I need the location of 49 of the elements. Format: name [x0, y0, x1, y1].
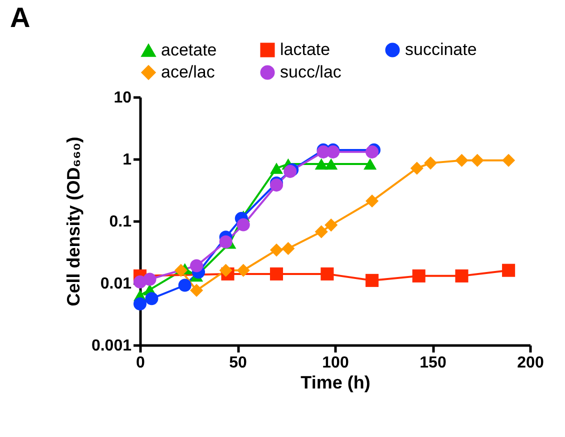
- x-axis-title: Time (h): [300, 372, 370, 392]
- point: [410, 162, 424, 175]
- point: [282, 242, 295, 256]
- point: [455, 269, 468, 282]
- legend-label: succinate: [405, 40, 477, 59]
- point: [324, 218, 338, 232]
- point: [412, 269, 426, 282]
- point: [314, 225, 328, 238]
- point: [270, 162, 284, 174]
- y-tick-label: 0.01: [100, 276, 132, 292]
- point: [366, 274, 379, 287]
- point: [424, 156, 438, 170]
- point: [455, 154, 468, 167]
- point: [133, 297, 147, 310]
- point: [178, 278, 192, 292]
- point: [143, 272, 156, 286]
- point: [314, 158, 328, 170]
- point: [364, 158, 377, 170]
- y-axis-title: Cell density (OD₆₆₀): [63, 136, 84, 306]
- legend-label: lactate: [280, 40, 330, 59]
- point: [219, 235, 232, 248]
- point: [366, 194, 379, 208]
- point: [270, 244, 284, 257]
- y-tick-label: 1: [122, 152, 132, 168]
- y-tick-label: 10: [114, 90, 132, 106]
- point: [174, 264, 188, 277]
- legend-label: ace/lac: [161, 62, 216, 82]
- point: [270, 267, 284, 280]
- point: [502, 154, 516, 167]
- point: [236, 218, 250, 232]
- legend-label: acetate: [161, 40, 217, 60]
- chart-title: A: [10, 2, 30, 33]
- point: [190, 284, 204, 297]
- y-tick-label: 0.1: [109, 214, 132, 230]
- x-tick-label: 200: [517, 354, 544, 372]
- x-tick-label: 150: [420, 354, 446, 372]
- point: [145, 292, 158, 306]
- point: [324, 158, 338, 170]
- point: [470, 154, 484, 167]
- x-tick-label: 100: [322, 354, 349, 372]
- point: [236, 264, 250, 277]
- point: [219, 264, 232, 277]
- x-tick-label: 0: [136, 354, 146, 372]
- point: [502, 264, 516, 277]
- legend-label: succ/lac: [280, 62, 342, 82]
- point: [190, 259, 204, 272]
- y-tick-label: 0.001: [91, 338, 132, 354]
- point: [320, 267, 334, 280]
- x-tick-label: 50: [229, 354, 247, 372]
